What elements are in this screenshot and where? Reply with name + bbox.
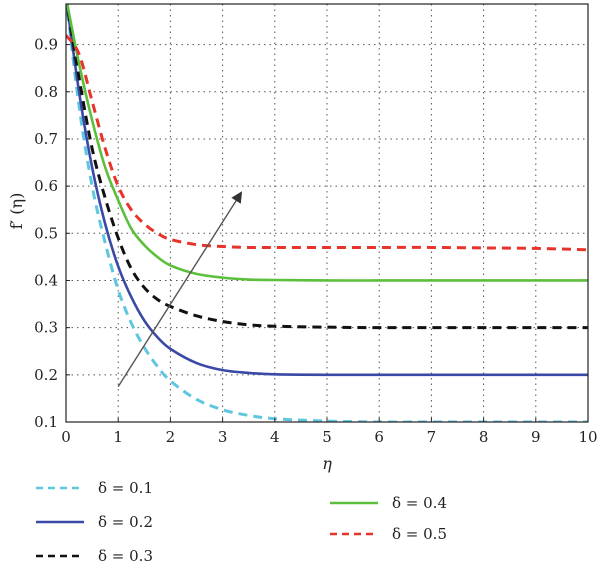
legend-item: δ = 0.1 bbox=[36, 479, 153, 497]
series-line-2 bbox=[66, 4, 588, 377]
grid bbox=[66, 4, 588, 423]
series-line-1 bbox=[66, 4, 588, 422]
x-axis-label: η bbox=[322, 454, 332, 473]
y-tick-label: 0.9 bbox=[34, 36, 58, 54]
x-tick-label: 9 bbox=[531, 428, 541, 446]
x-tick-label: 7 bbox=[427, 428, 437, 446]
legend-label: δ = 0.3 bbox=[98, 547, 153, 565]
legend-label: δ = 0.4 bbox=[392, 494, 447, 512]
x-tick-label: 8 bbox=[479, 428, 489, 446]
trend-arrow-layer bbox=[117, 191, 243, 387]
x-tick-label: 5 bbox=[322, 428, 332, 446]
legend-item: δ = 0.2 bbox=[36, 513, 153, 531]
y-tick-label: 0.2 bbox=[34, 366, 58, 384]
legend-label: δ = 0.1 bbox=[98, 479, 153, 497]
legend: δ = 0.1 δ = 0.2 δ = 0.3 δ = 0.4 δ = 0.5 bbox=[36, 479, 447, 565]
x-tick-label: 3 bbox=[218, 428, 228, 446]
series-lines bbox=[66, 4, 588, 422]
trend-arrow bbox=[117, 191, 243, 387]
legend-item: δ = 0.4 bbox=[330, 494, 447, 512]
legend-label: δ = 0.2 bbox=[98, 513, 153, 531]
series-line-4 bbox=[66, 4, 588, 282]
x-tick-label: 10 bbox=[578, 428, 597, 446]
series-line-3 bbox=[66, 4, 588, 330]
x-tick-label: 2 bbox=[166, 428, 176, 446]
axes bbox=[65, 3, 589, 423]
legend-item: δ = 0.3 bbox=[36, 547, 153, 565]
y-tick-label: 0.8 bbox=[34, 83, 58, 101]
x-tick-label: 4 bbox=[270, 428, 280, 446]
y-tick-label: 0.1 bbox=[34, 413, 58, 431]
tick-labels: 0 1 2 3 4 5 6 7 8 9 10 0.1 0.2 0.3 0.4 0.5 0.6 0.7 0.8 0.9 bbox=[34, 36, 597, 446]
legend-label: δ = 0.5 bbox=[392, 525, 447, 543]
y-axis-label: f′ (η) bbox=[7, 193, 26, 230]
x-tick-label: 6 bbox=[374, 428, 384, 446]
y-tick-label: 0.4 bbox=[34, 271, 58, 289]
y-tick-label: 0.6 bbox=[34, 177, 58, 195]
y-tick-label: 0.7 bbox=[34, 130, 58, 148]
y-tick-label: 0.3 bbox=[34, 319, 58, 337]
series-line-5 bbox=[66, 34, 588, 252]
x-tick-label: 0 bbox=[61, 428, 71, 446]
y-tick-label: 0.5 bbox=[34, 224, 58, 242]
legend-item: δ = 0.5 bbox=[330, 525, 447, 543]
x-tick-label: 1 bbox=[113, 428, 123, 446]
